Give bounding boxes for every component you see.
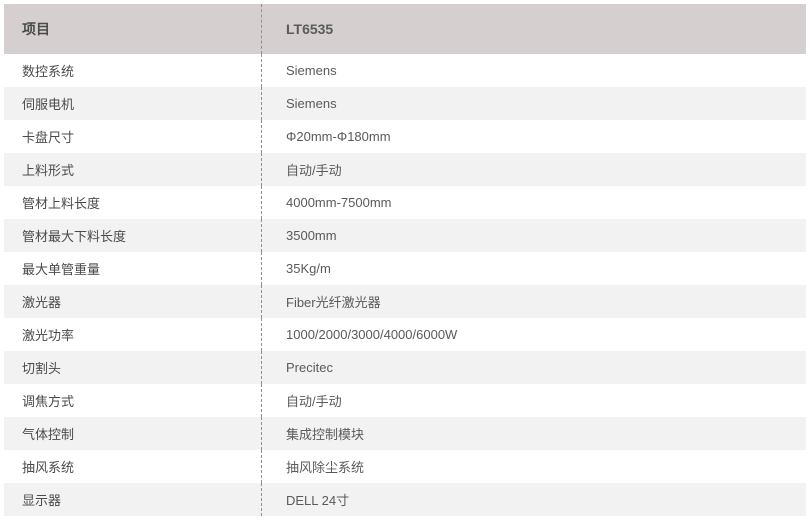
- row-value: 3500mm: [286, 228, 337, 243]
- row-value-cell: 自动/手动: [262, 153, 806, 186]
- row-label-cell: 管材最大下料长度: [4, 219, 262, 252]
- row-label-cell: 管材上料长度: [4, 186, 262, 219]
- table-row: 切割头 Precitec: [4, 351, 806, 384]
- row-value-cell: 抽风除尘系统: [262, 450, 806, 483]
- header-label-cell: 项目: [4, 4, 262, 54]
- row-value: Precitec: [286, 360, 333, 375]
- row-label-cell: 切割头: [4, 351, 262, 384]
- table-row: 卡盘尺寸 Φ20mm-Φ180mm: [4, 120, 806, 153]
- row-value: 4000mm-7500mm: [286, 195, 392, 210]
- row-label: 最大单管重量: [22, 259, 100, 278]
- row-label: 伺服电机: [22, 94, 74, 113]
- row-value-cell: Siemens: [262, 87, 806, 120]
- row-value: 1000/2000/3000/4000/6000W: [286, 327, 457, 342]
- row-label: 显示器: [22, 490, 61, 509]
- row-label-cell: 抽风系统: [4, 450, 262, 483]
- table-row: 抽风系统 抽风除尘系统: [4, 450, 806, 483]
- table-row: 伺服电机 Siemens: [4, 87, 806, 120]
- row-value-cell: Fiber光纤激光器: [262, 285, 806, 318]
- row-value-cell: Siemens: [262, 54, 806, 87]
- row-label: 调焦方式: [22, 391, 74, 410]
- row-value: 自动/手动: [286, 160, 342, 179]
- row-label-cell: 气体控制: [4, 417, 262, 450]
- table-header-row: 项目 LT6535: [4, 4, 806, 54]
- table-body: 数控系统 Siemens 伺服电机 Siemens 卡盘尺寸 Φ20mm-Φ180mm 上料…: [4, 54, 806, 516]
- row-label-cell: 数控系统: [4, 54, 262, 87]
- table-row: 数控系统 Siemens: [4, 54, 806, 87]
- row-value-cell: DELL 24寸: [262, 483, 806, 516]
- row-value: Φ20mm-Φ180mm: [286, 129, 391, 144]
- row-label: 气体控制: [22, 424, 74, 443]
- table-row: 管材最大下料长度 3500mm: [4, 219, 806, 252]
- row-label-cell: 激光器: [4, 285, 262, 318]
- table-row: 激光器 Fiber光纤激光器: [4, 285, 806, 318]
- table-row: 上料形式 自动/手动: [4, 153, 806, 186]
- table-row: 显示器 DELL 24寸: [4, 483, 806, 516]
- row-label: 管材最大下料长度: [22, 226, 126, 245]
- table-row: 调焦方式 自动/手动: [4, 384, 806, 417]
- row-label: 上料形式: [22, 160, 74, 179]
- row-value: Fiber光纤激光器: [286, 292, 381, 311]
- header-label: 项目: [22, 19, 50, 39]
- row-label: 激光器: [22, 292, 61, 311]
- row-value-cell: 自动/手动: [262, 384, 806, 417]
- row-label-cell: 最大单管重量: [4, 252, 262, 285]
- header-model: LT6535: [286, 21, 333, 37]
- row-label: 数控系统: [22, 61, 74, 80]
- row-label: 卡盘尺寸: [22, 127, 74, 146]
- row-value: 抽风除尘系统: [286, 457, 364, 476]
- row-value-cell: Precitec: [262, 351, 806, 384]
- row-value: Siemens: [286, 96, 337, 111]
- row-value-cell: 集成控制模块: [262, 417, 806, 450]
- row-label: 激光功率: [22, 325, 74, 344]
- row-label: 管材上料长度: [22, 193, 100, 212]
- row-label-cell: 显示器: [4, 483, 262, 516]
- row-label-cell: 上料形式: [4, 153, 262, 186]
- row-value-cell: 3500mm: [262, 219, 806, 252]
- row-label-cell: 调焦方式: [4, 384, 262, 417]
- header-model-cell: LT6535: [262, 4, 806, 54]
- row-label: 切割头: [22, 358, 61, 377]
- row-label-cell: 伺服电机: [4, 87, 262, 120]
- row-value-cell: 1000/2000/3000/4000/6000W: [262, 318, 806, 351]
- table-row: 管材上料长度 4000mm-7500mm: [4, 186, 806, 219]
- row-value: Siemens: [286, 63, 337, 78]
- table-row: 最大单管重量 35Kg/m: [4, 252, 806, 285]
- table-row: 激光功率 1000/2000/3000/4000/6000W: [4, 318, 806, 351]
- row-value-cell: 35Kg/m: [262, 252, 806, 285]
- row-label-cell: 激光功率: [4, 318, 262, 351]
- row-value: 自动/手动: [286, 391, 342, 410]
- row-value: DELL 24寸: [286, 490, 349, 509]
- row-value-cell: Φ20mm-Φ180mm: [262, 120, 806, 153]
- table-row: 气体控制 集成控制模块: [4, 417, 806, 450]
- row-label: 抽风系统: [22, 457, 74, 476]
- row-value: 35Kg/m: [286, 261, 331, 276]
- row-value: 集成控制模块: [286, 424, 364, 443]
- row-value-cell: 4000mm-7500mm: [262, 186, 806, 219]
- spec-table: 项目 LT6535 数控系统 Siemens 伺服电机 Siemens 卡盘尺寸 Φ20m…: [4, 4, 806, 516]
- row-label-cell: 卡盘尺寸: [4, 120, 262, 153]
